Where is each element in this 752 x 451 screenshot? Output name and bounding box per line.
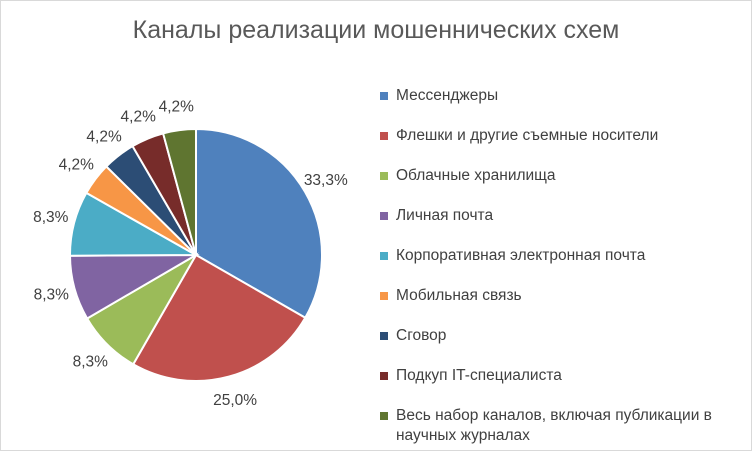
data-label: 8,3% bbox=[34, 287, 70, 304]
legend-swatch bbox=[380, 172, 388, 180]
data-label: 33,3% bbox=[304, 172, 348, 189]
legend-swatch bbox=[380, 132, 388, 140]
legend-label: Подкуп IT-специалиста bbox=[396, 367, 562, 384]
legend-swatch bbox=[380, 292, 388, 300]
legend-label: Корпоративная электронная почта bbox=[396, 247, 646, 264]
legend-item: Мобильная связь bbox=[380, 286, 752, 306]
legend-swatch bbox=[380, 252, 388, 260]
legend-label: Личная почта bbox=[396, 207, 494, 224]
data-label: 4,2% bbox=[59, 157, 95, 174]
legend-item: Сговор bbox=[380, 326, 752, 346]
legend-item: Корпоративная электронная почта bbox=[380, 246, 752, 266]
data-label: 4,2% bbox=[121, 109, 157, 126]
legend-item: Личная почта bbox=[380, 206, 752, 226]
legend-swatch bbox=[380, 372, 388, 380]
data-label: 25,0% bbox=[213, 392, 257, 409]
legend-swatch bbox=[380, 332, 388, 340]
legend-swatch bbox=[380, 92, 388, 100]
legend-item: Весь набор каналов, включая публикации в… bbox=[380, 406, 752, 446]
data-label: 4,2% bbox=[86, 129, 122, 146]
legend-label: Мобильная связь bbox=[396, 287, 522, 304]
legend-label: Сговор bbox=[396, 327, 447, 344]
data-label: 8,3% bbox=[73, 353, 109, 370]
legend-label: Весь набор каналов, включая публикации в… bbox=[396, 407, 712, 444]
legend-swatch bbox=[380, 412, 388, 420]
pie-slice bbox=[131, 253, 307, 382]
legend-item: Облачные хранилища bbox=[380, 166, 752, 186]
chart-title: Каналы реализации мошеннических схем bbox=[132, 16, 620, 44]
data-label: 8,3% bbox=[33, 209, 69, 226]
pie-slice bbox=[195, 127, 323, 320]
legend-item: Флешки и другие съемные носители bbox=[380, 126, 752, 146]
legend-label: Мессенджеры bbox=[396, 87, 499, 104]
legend-item: Мессенджеры bbox=[380, 86, 752, 106]
legend-item: Подкуп IT-специалиста bbox=[380, 366, 752, 386]
legend-label: Облачные хранилища bbox=[396, 167, 556, 184]
data-label: 4,2% bbox=[159, 98, 195, 115]
legend-swatch bbox=[380, 212, 388, 220]
pie-slice bbox=[161, 127, 197, 256]
legend-label: Флешки и другие съемные носители bbox=[396, 127, 659, 144]
